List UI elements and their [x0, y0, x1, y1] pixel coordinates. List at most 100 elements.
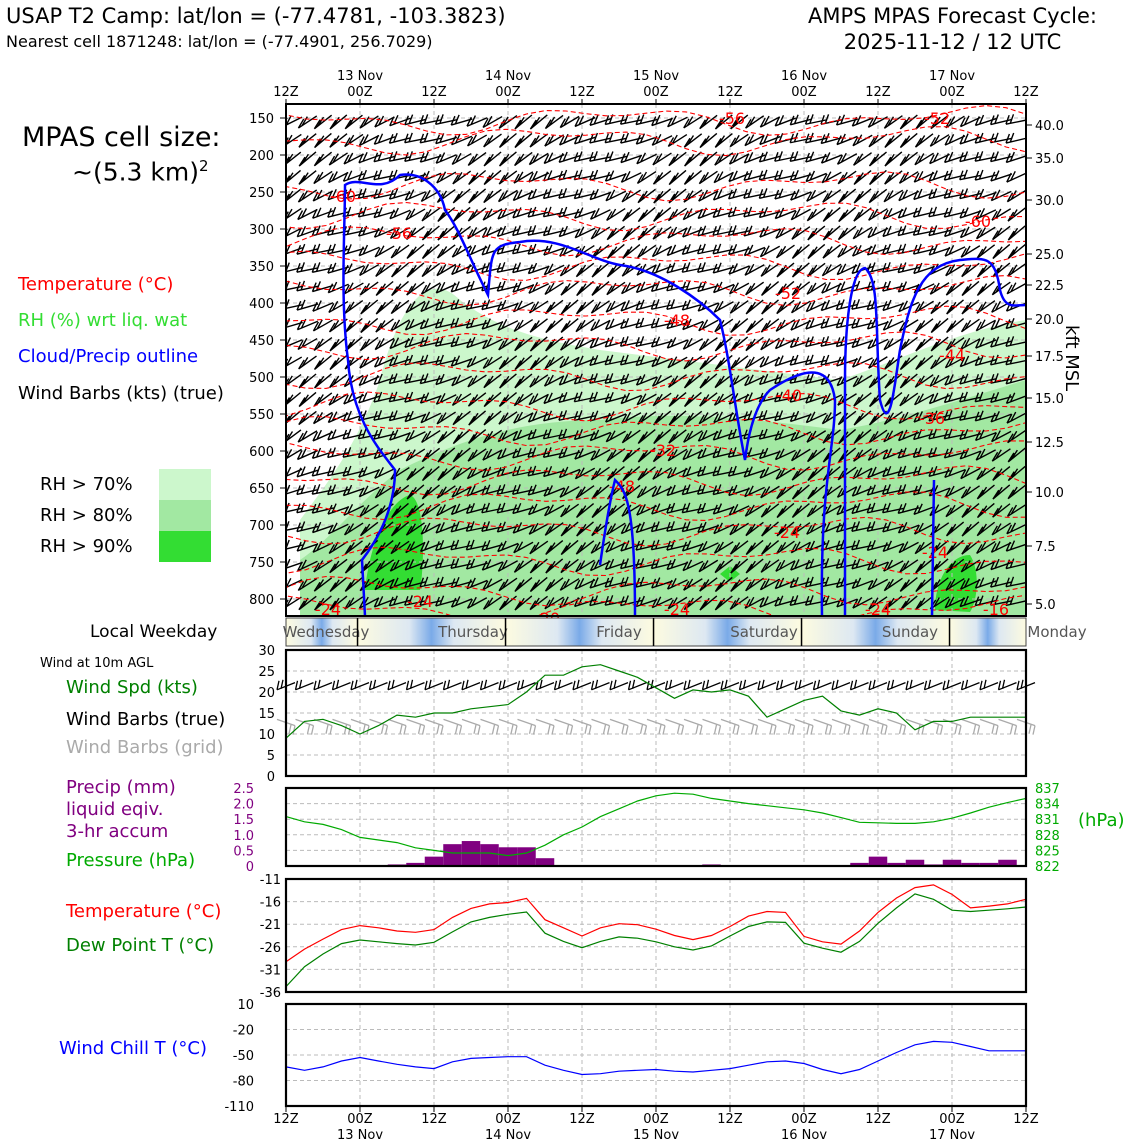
- wind-barb-135: [359, 115, 379, 129]
- chill-ytick-3: -80: [233, 1075, 254, 1090]
- precip-bar-13: [517, 847, 536, 866]
- weekday-band-4: [801, 618, 950, 646]
- wind-barb-147: [359, 336, 379, 352]
- pressure-tick-700: 700: [249, 519, 274, 534]
- wind-barb-438: [527, 225, 550, 236]
- wind-barb-481: [544, 522, 564, 536]
- wind-barb-45: [296, 448, 318, 461]
- wind-barb-464: [542, 206, 566, 218]
- wind-barb-560: [591, 484, 610, 500]
- bottom-time-tick-9: 00Z: [939, 1112, 965, 1127]
- wind-barb-1084: [898, 189, 920, 202]
- wind-barb-1067: [884, 373, 903, 389]
- wind-barb-466: [543, 244, 565, 256]
- wind-barb-632: [635, 317, 658, 329]
- precip-ytick-3: 1.5: [233, 813, 254, 828]
- wind-barb-grid-24: [720, 718, 740, 735]
- wind-barb-480: [543, 504, 565, 517]
- wind-barb-1195: [960, 245, 981, 258]
- wind-barb-1054: [884, 133, 903, 148]
- temperature-legend: Temperature (°C): [66, 901, 222, 922]
- wind-barb-924: [807, 225, 826, 241]
- wind-barb-676: [667, 133, 688, 148]
- temp-contour-label-8: -40: [776, 386, 802, 405]
- wind-barb-1249: [992, 243, 1011, 260]
- wind-barb-525: [574, 337, 596, 350]
- wind-barb-225: [406, 281, 425, 296]
- wind-barb-420: [513, 392, 533, 407]
- wind-barb-196: [390, 244, 410, 259]
- wind-barb-235: [406, 466, 425, 481]
- wind-barb-891: [789, 114, 812, 126]
- wind-barb-840: [758, 169, 781, 181]
- kft-tick-5: 20.0: [1035, 313, 1064, 328]
- wind-barb-520: [575, 244, 595, 259]
- wind-barb-1119: [915, 336, 934, 352]
- wind-barb-238: [405, 522, 425, 536]
- wind-barb-82: [329, 133, 348, 148]
- wind-barb-298: [450, 133, 473, 146]
- wind-barb-1210: [961, 521, 980, 537]
- wind-barb-true-39: [997, 679, 1017, 691]
- wind-barb-50: [296, 540, 319, 552]
- pressure-ytick-2: 828: [1035, 829, 1060, 844]
- wind-barb-703: [683, 133, 703, 148]
- pressure-tick-350: 350: [249, 260, 274, 275]
- temp-contour-17: [286, 575, 1026, 607]
- wind-barb-1276: [1007, 244, 1026, 259]
- precip-frame: [284, 786, 1028, 868]
- wind-barb-1046: [866, 484, 889, 496]
- local-weekday-label: Local Weekday: [90, 622, 218, 642]
- wind-barb-601: [622, 244, 641, 259]
- wind-barb-949: [822, 189, 842, 203]
- wind-barb-653: [653, 207, 672, 222]
- wind-barb-680: [667, 207, 688, 222]
- wind-barb-1254: [990, 336, 1013, 348]
- wind-barb-483: [545, 558, 564, 574]
- pressure-tick-550: 550: [249, 408, 274, 423]
- temp-contour-label-15: -24: [407, 592, 433, 611]
- temp-contour-label-0: -56: [719, 109, 745, 128]
- wind-barb-true-19: [627, 679, 647, 691]
- wind-barb-84: [327, 171, 349, 184]
- wind-barb-143: [359, 263, 380, 277]
- wind-barb-518: [574, 207, 596, 219]
- wind-barb-1288: [1007, 465, 1026, 482]
- wind-barb-730: [699, 132, 718, 149]
- wind-barb-63: [311, 281, 334, 293]
- rh90-swatch: [159, 531, 211, 562]
- cloud-outline-3: [843, 257, 1026, 616]
- wind-barb-100: [326, 465, 350, 477]
- bottom-time-tick-10: 12Z: [1013, 1112, 1039, 1127]
- wind-barb-748: [697, 465, 720, 477]
- wind-ytick-4: 20: [258, 686, 275, 701]
- temp-ytick-5: -36: [260, 986, 281, 1001]
- temp-contour-14: [286, 491, 1026, 522]
- wind-barb-250: [421, 243, 440, 260]
- wind-barb-523: [575, 299, 595, 315]
- wind-barb-190: [388, 132, 411, 144]
- temp-contour-label-4: -56: [386, 224, 412, 243]
- wind-barb-473: [543, 374, 565, 387]
- wind-barb-710: [681, 262, 704, 273]
- wind-barb-1131: [915, 558, 934, 574]
- wind-barb-260: [421, 429, 441, 444]
- wind-barb-509: [560, 539, 579, 556]
- top-time-tick-5: 00Z: [643, 85, 669, 100]
- wind-ytick-5: 25: [258, 665, 275, 680]
- wind-barb-grid-26: [757, 718, 777, 735]
- wind-barb-626: [637, 206, 656, 223]
- pressure-tick-500: 500: [249, 371, 274, 386]
- bottom-time-axis: 12Z 00Z 12Z 00Z 12Z 00Z 12Z 00Z 12Z 00Z 12Z 13 Nov 1…: [273, 1106, 1039, 1140]
- wind-barb-1212: [960, 559, 981, 573]
- wind-barb-1105: [899, 577, 918, 592]
- wind-barb-691: [668, 410, 687, 426]
- wind-barb-504: [558, 447, 581, 459]
- wind-barb-814: [743, 188, 766, 199]
- wind-barb-true-5: [368, 679, 388, 691]
- wind-barb-287: [437, 429, 456, 444]
- wind-barb-558: [590, 448, 611, 461]
- wind-barb-316: [452, 466, 472, 481]
- kft-tick-0: 40.0: [1035, 119, 1064, 134]
